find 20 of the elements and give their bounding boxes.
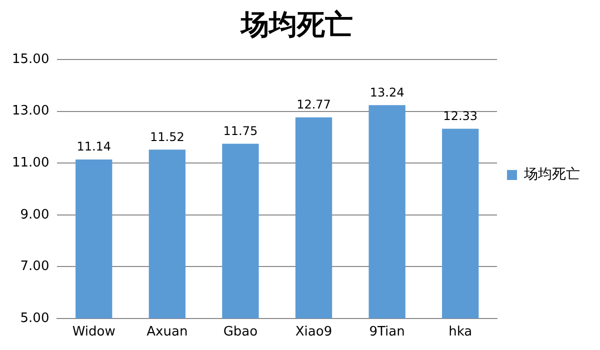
x-tick-label: Xiao9 [295, 324, 332, 340]
x-tick-label: Gbao [223, 324, 258, 340]
data-label: 12.33 [443, 108, 478, 123]
y-tick-label: 7.00 [20, 259, 50, 274]
legend-label: 场均死亡 [523, 166, 580, 183]
y-tick-label: 15.00 [12, 52, 50, 67]
x-tick-label: Widow [72, 324, 116, 340]
y-tick-label: 13.00 [12, 104, 50, 119]
x-tick-label: 9Tian [369, 324, 405, 340]
data-label: 13.24 [370, 85, 404, 100]
x-tick-label: hka [448, 324, 472, 340]
y-tick-label: 5.00 [20, 310, 50, 326]
data-label: 11.75 [223, 124, 258, 138]
chart-title: 场均死亡 [239, 8, 353, 42]
data-label: 11.14 [76, 140, 112, 154]
y-tick-label: 11.00 [12, 155, 50, 170]
y-tick-label: 9.00 [20, 207, 50, 222]
x-tick-label: Axuan [146, 324, 188, 340]
data-label: 11.52 [150, 130, 184, 144]
data-label: 12.77 [296, 97, 331, 112]
